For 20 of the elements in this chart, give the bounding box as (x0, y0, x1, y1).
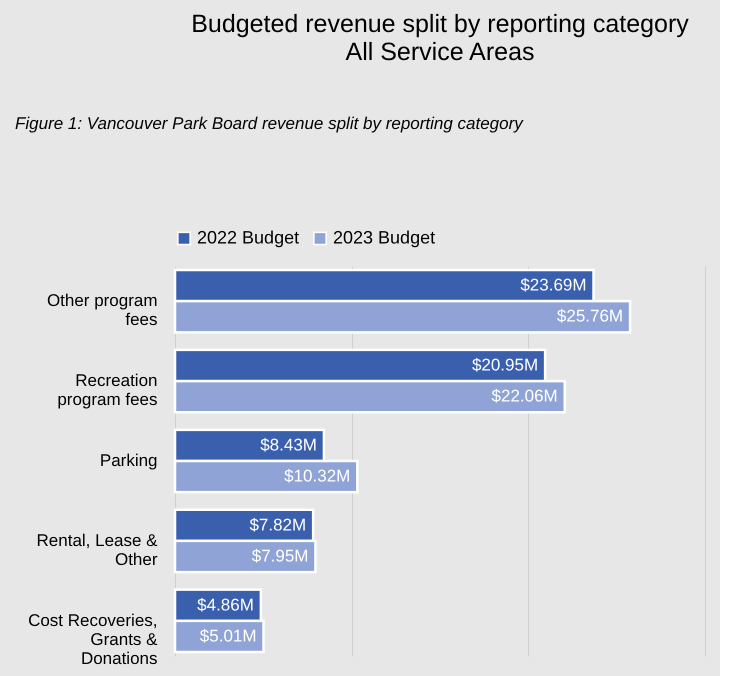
y-tick-label: Recreation program fees (57, 371, 158, 410)
data-label: $7.95M (252, 546, 308, 566)
y-tick-label: Parking (100, 451, 158, 470)
data-label: $25.76M (556, 306, 624, 326)
y-tick-label: Other program fees (46, 291, 158, 330)
data-label: $23.69M (520, 276, 587, 295)
chart-subtitle: All Service Areas (346, 38, 534, 66)
data-label: $10.32M (284, 466, 350, 486)
legend-label: 2022 Budget (197, 227, 300, 248)
data-label: $5.01M (200, 626, 257, 646)
caption: Figure 1: Vancouver Park Board revenue split by reporting category (15, 114, 524, 133)
data-label: $4.86M (197, 595, 254, 614)
data-label: $22.06M (492, 386, 558, 406)
data-label: $8.43M (260, 435, 317, 454)
data-label: $20.95M (472, 356, 538, 374)
legend-label: 2023 Budget (333, 227, 436, 248)
data-label: $7.82M (249, 515, 306, 534)
y-tick-label: Rental, Lease & Other (36, 530, 158, 569)
chart-title: Budgeted revenue split by reporting category (191, 10, 690, 38)
y-tick-label: Cost Recoveries, Grants & Donations (28, 610, 158, 668)
